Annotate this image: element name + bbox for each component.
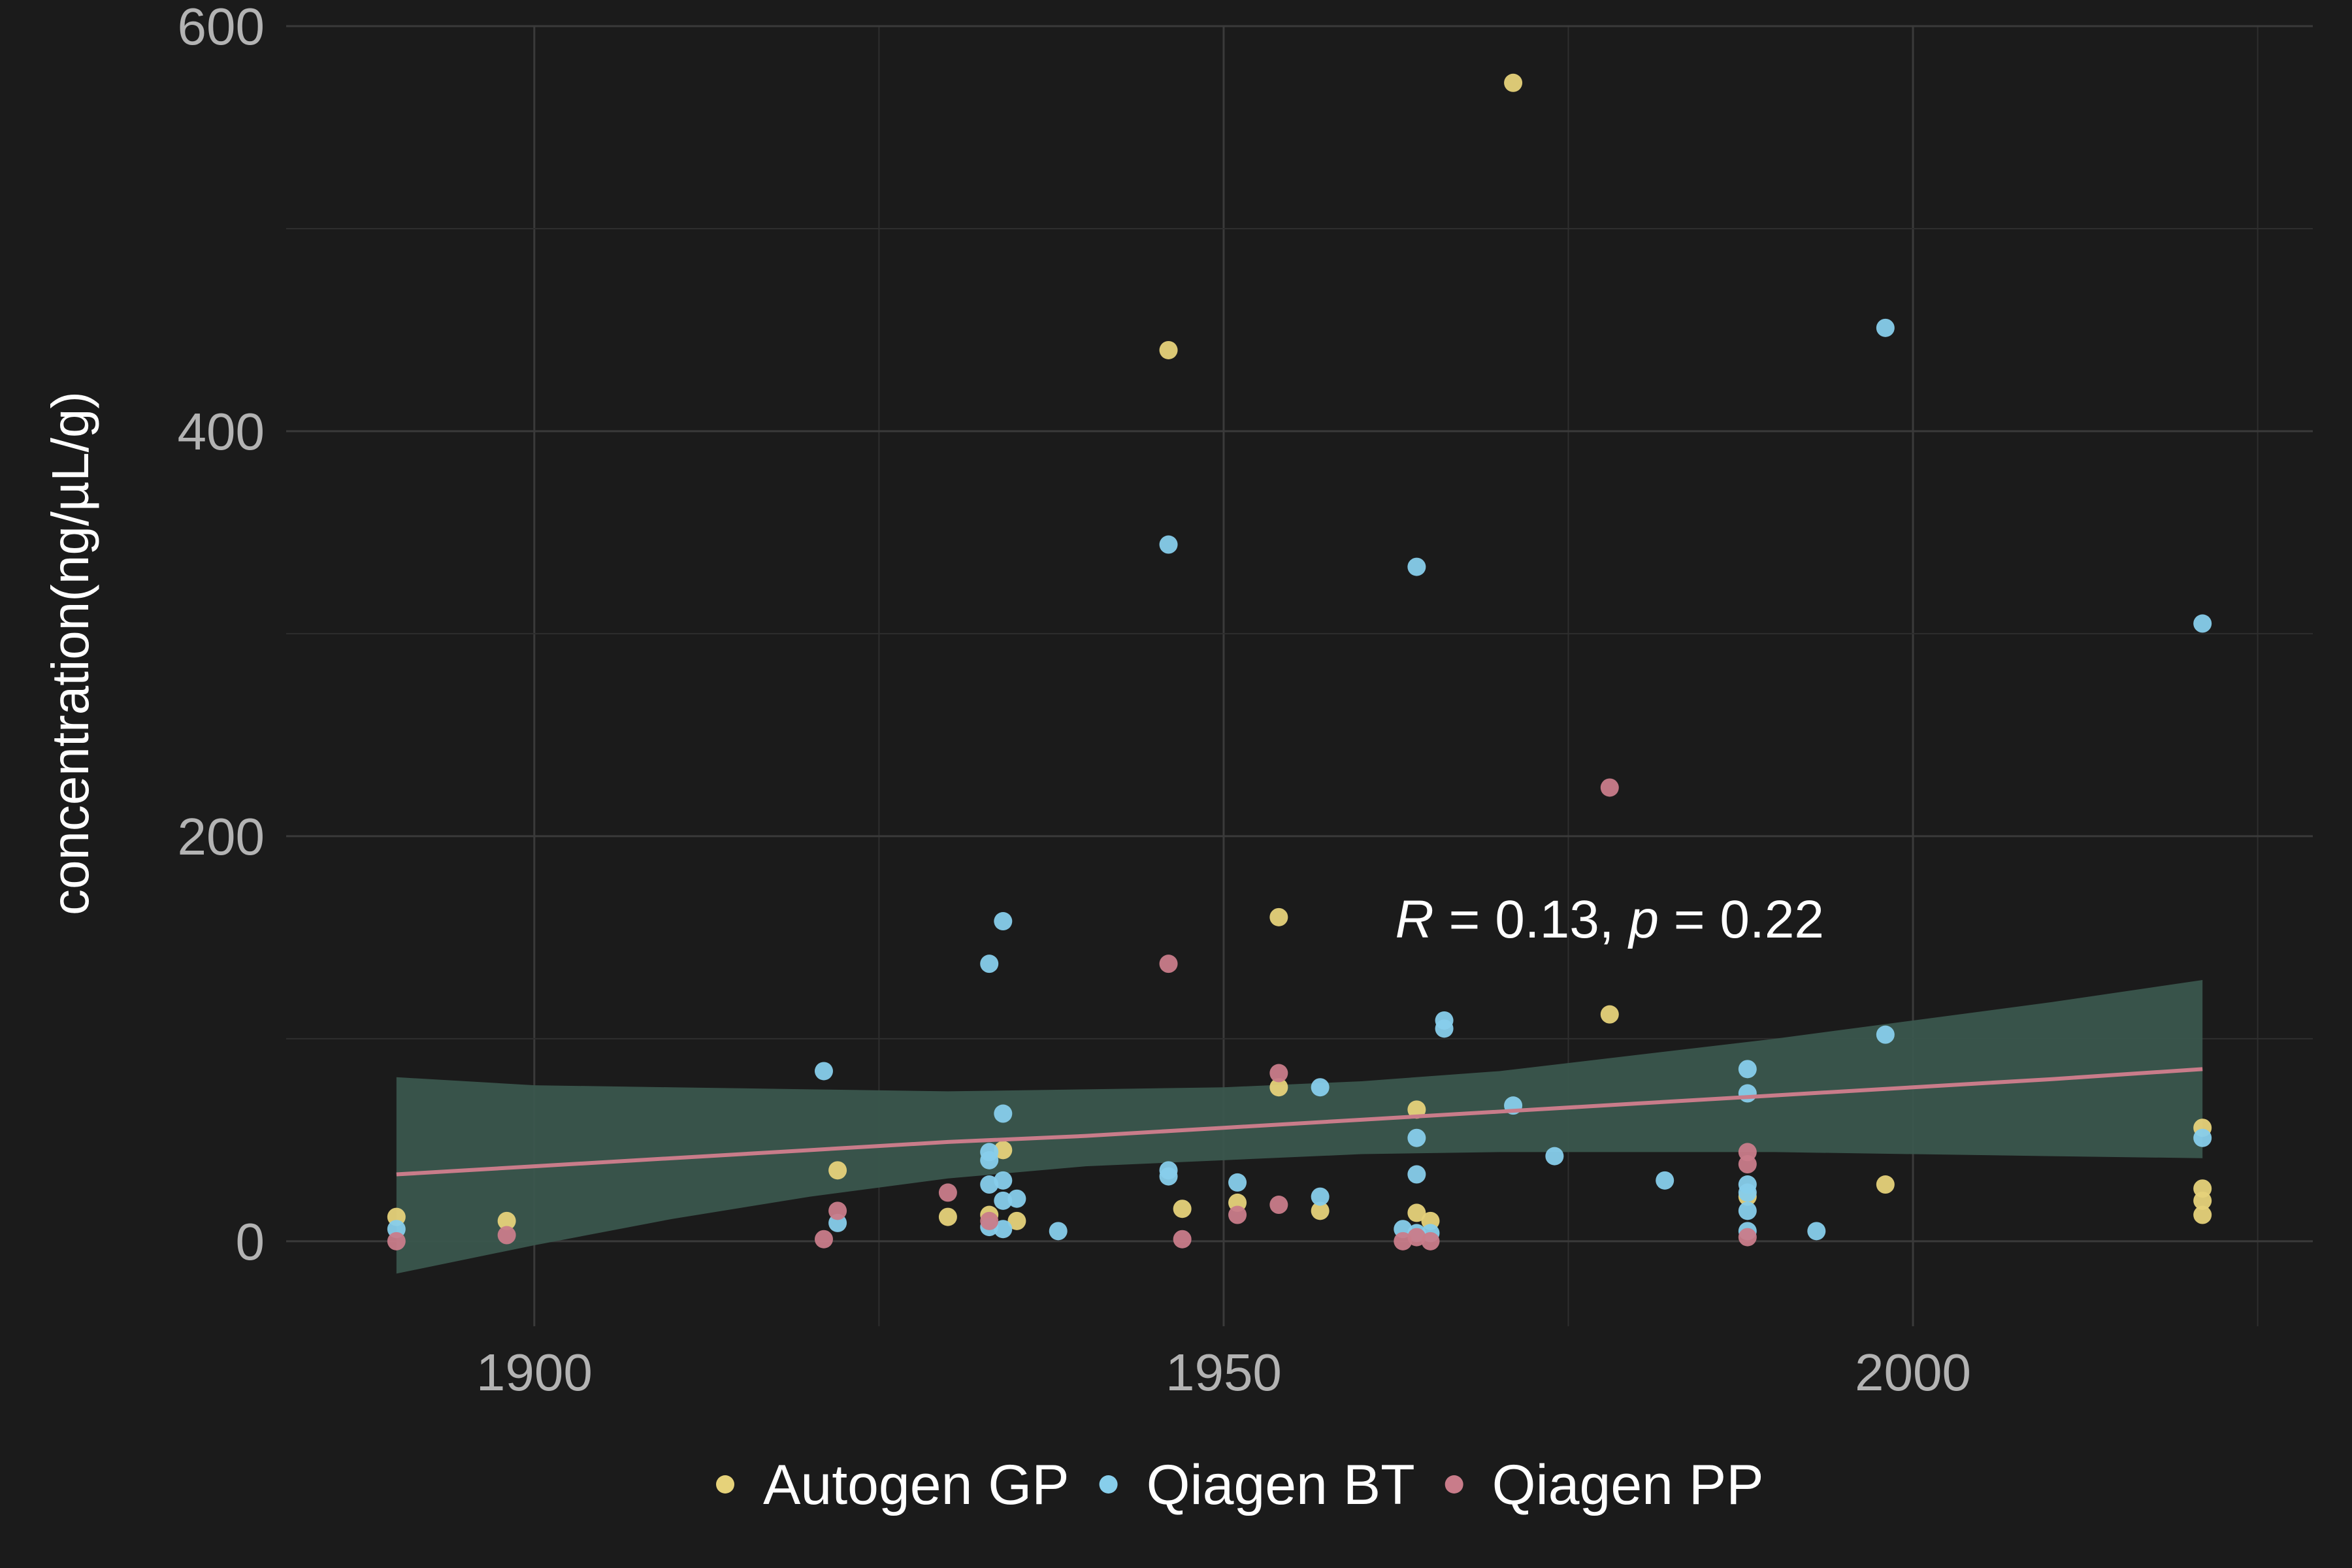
point-autogen-gp xyxy=(1600,1005,1619,1024)
point-autogen-gp xyxy=(1876,1175,1895,1194)
point-qiagen-bt xyxy=(1876,1025,1895,1044)
p-symbol: p xyxy=(1627,890,1659,949)
data-points xyxy=(387,73,2212,1250)
point-qiagen-bt xyxy=(1738,1183,1757,1202)
point-qiagen-pp xyxy=(1600,778,1619,797)
y-tick-label: 0 xyxy=(236,1213,265,1271)
point-qiagen-bt xyxy=(1311,1187,1330,1206)
point-qiagen-pp xyxy=(1269,1196,1288,1215)
point-qiagen-bt xyxy=(980,1151,999,1169)
y-axis-label: concentration(ng/µL/g) xyxy=(41,391,99,915)
point-autogen-gp xyxy=(2193,1191,2212,1210)
x-tick-label: 1950 xyxy=(1166,1343,1282,1401)
point-qiagen-pp xyxy=(1173,1230,1192,1249)
point-qiagen-pp xyxy=(387,1232,406,1250)
point-autogen-gp xyxy=(938,1207,957,1226)
point-qiagen-pp xyxy=(1738,1228,1757,1247)
legend-label: Qiagen BT xyxy=(1147,1454,1415,1516)
legend-label: Autogen GP xyxy=(763,1454,1070,1516)
point-qiagen-pp xyxy=(1228,1205,1247,1224)
point-autogen-gp xyxy=(1269,907,1288,926)
point-autogen-gp xyxy=(1159,340,1178,359)
point-qiagen-bt xyxy=(2193,1128,2212,1147)
point-qiagen-bt xyxy=(1738,1084,1757,1103)
point-qiagen-bt xyxy=(994,1104,1013,1123)
point-qiagen-pp xyxy=(1394,1232,1413,1250)
point-qiagen-pp xyxy=(1407,1228,1426,1247)
point-qiagen-bt xyxy=(1738,1060,1757,1079)
point-qiagen-bt xyxy=(1228,1173,1247,1192)
point-qiagen-bt xyxy=(1807,1222,1826,1241)
y-tick-label: 200 xyxy=(178,808,265,866)
point-qiagen-bt xyxy=(1738,1201,1757,1220)
x-tick-label: 2000 xyxy=(1855,1343,1971,1401)
confidence-ribbon xyxy=(396,979,2203,1274)
point-autogen-gp xyxy=(1173,1200,1192,1218)
point-qiagen-bt xyxy=(1159,535,1178,554)
point-qiagen-bt xyxy=(980,1175,999,1194)
y-tick-label: 400 xyxy=(178,402,265,461)
point-autogen-gp xyxy=(1504,73,1523,92)
point-autogen-gp xyxy=(994,1141,1013,1160)
point-qiagen-bt xyxy=(1435,1019,1454,1038)
point-qiagen-pp xyxy=(1269,1064,1288,1083)
tick-labels: 1900 1950 2000 0 200 400 600 xyxy=(178,0,1972,1401)
point-autogen-gp xyxy=(1407,1100,1426,1119)
grid-lines xyxy=(286,25,2313,1326)
legend-key xyxy=(1445,1475,1463,1494)
confidence-ribbon-layer xyxy=(396,979,2203,1274)
point-qiagen-bt xyxy=(1159,1167,1178,1186)
point-qiagen-pp xyxy=(1159,955,1178,973)
point-qiagen-pp xyxy=(814,1230,833,1249)
point-qiagen-bt xyxy=(2193,614,2212,633)
point-autogen-gp xyxy=(497,1211,516,1230)
point-autogen-gp xyxy=(1407,1203,1426,1222)
point-qiagen-bt xyxy=(994,1171,1013,1190)
correlation-annotation: R = 0.13, p = 0.22 xyxy=(1396,890,1825,949)
point-qiagen-bt xyxy=(994,912,1013,931)
point-qiagen-bt xyxy=(1407,1128,1426,1147)
point-qiagen-bt xyxy=(814,1062,833,1081)
point-qiagen-bt xyxy=(1311,1078,1330,1097)
point-qiagen-bt xyxy=(1656,1171,1674,1190)
point-qiagen-bt xyxy=(994,1220,1013,1239)
point-qiagen-bt xyxy=(1876,318,1895,337)
p-value: = 0.22 xyxy=(1659,890,1824,949)
x-tick-label: 1900 xyxy=(476,1343,593,1401)
r-value: = 0.13, xyxy=(1434,890,1629,949)
point-qiagen-pp xyxy=(980,1211,999,1230)
legend-key xyxy=(1099,1475,1118,1494)
point-qiagen-bt xyxy=(980,955,999,973)
trend-line xyxy=(396,1067,2203,1177)
point-autogen-gp xyxy=(2193,1205,2212,1224)
y-tick-label: 600 xyxy=(178,0,265,56)
point-qiagen-bt xyxy=(994,1191,1013,1210)
point-qiagen-bt xyxy=(1545,1147,1564,1166)
point-qiagen-pp xyxy=(497,1226,516,1245)
legend: Autogen GP Qiagen BT Qiagen PP xyxy=(716,1454,1764,1516)
r-symbol: R xyxy=(1396,890,1434,949)
point-qiagen-bt xyxy=(1407,557,1426,576)
trend-line-layer xyxy=(396,1067,2203,1177)
point-autogen-gp xyxy=(1269,1078,1288,1097)
point-qiagen-pp xyxy=(938,1183,957,1202)
point-autogen-gp xyxy=(828,1161,847,1180)
point-autogen-gp xyxy=(1007,1211,1026,1230)
point-qiagen-pp xyxy=(828,1201,847,1220)
point-qiagen-bt xyxy=(1407,1165,1426,1184)
point-qiagen-bt xyxy=(1049,1222,1068,1241)
point-qiagen-pp xyxy=(1738,1155,1757,1174)
point-autogen-gp xyxy=(1311,1201,1330,1220)
point-qiagen-bt xyxy=(1007,1189,1026,1208)
point-qiagen-pp xyxy=(1421,1232,1440,1250)
legend-label: Qiagen PP xyxy=(1492,1454,1764,1516)
legend-key xyxy=(716,1475,734,1494)
